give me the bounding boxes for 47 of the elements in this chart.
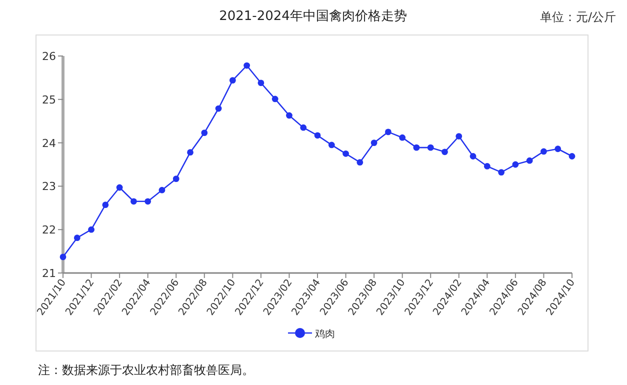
point (102, 202, 109, 208)
point (187, 149, 194, 156)
point (512, 161, 519, 168)
chart-title: 2021-2024年中国禽肉价格走势 (219, 9, 407, 24)
point (370, 140, 378, 146)
point (244, 62, 250, 69)
point (215, 105, 222, 112)
point (413, 144, 420, 151)
point (201, 130, 208, 136)
point (356, 159, 364, 166)
point (130, 198, 137, 205)
point (484, 163, 490, 170)
point (88, 226, 94, 233)
point (399, 134, 406, 141)
point (328, 142, 335, 148)
point (498, 169, 505, 176)
point (116, 184, 123, 191)
point (286, 112, 292, 119)
point (442, 148, 448, 156)
y-tick-label: 22 (42, 224, 56, 237)
point (272, 96, 278, 102)
point (568, 153, 576, 160)
point (384, 128, 392, 136)
y-axis-title: 单位：元/公斤 (540, 10, 616, 24)
point (144, 198, 152, 205)
point (554, 146, 562, 152)
point (300, 124, 307, 131)
text: 注：数据来源于农业农村部畜牧兽医局。 (38, 363, 254, 377)
point (456, 133, 462, 140)
point (229, 77, 236, 84)
legend-label: 鸡肉 (314, 329, 335, 340)
y-tick-label: 25 (42, 93, 56, 106)
point (342, 150, 349, 157)
y-tick-label: 23 (42, 180, 56, 194)
point (470, 153, 476, 160)
point (74, 234, 80, 242)
point (427, 144, 434, 151)
y-tick-label: 24 (42, 136, 56, 150)
point (158, 186, 166, 194)
point (172, 176, 180, 182)
y-tick-label: 21 (42, 267, 56, 280)
point (540, 148, 547, 155)
point (60, 254, 66, 260)
y-tick-label: 26 (42, 50, 56, 63)
point (258, 80, 264, 86)
point (526, 157, 533, 164)
point (314, 132, 321, 139)
